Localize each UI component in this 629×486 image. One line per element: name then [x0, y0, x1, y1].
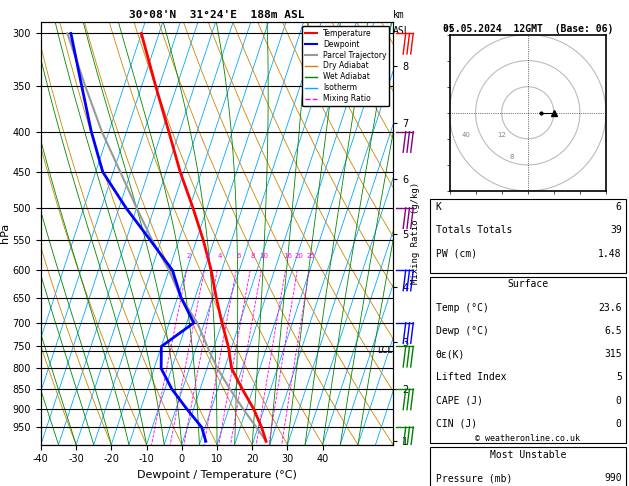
Text: Most Unstable: Most Unstable [489, 450, 566, 460]
Text: kt: kt [443, 24, 454, 34]
Text: 23.6: 23.6 [598, 303, 621, 312]
Bar [430, 199, 626, 273]
Text: 1.48: 1.48 [598, 248, 621, 259]
Text: θε(K): θε(K) [436, 349, 465, 359]
Text: Totals Totals: Totals Totals [436, 225, 512, 235]
Text: PW (cm): PW (cm) [436, 248, 477, 259]
Text: 5: 5 [616, 372, 621, 382]
Bar [430, 277, 626, 443]
Text: LCL: LCL [377, 347, 392, 355]
Text: 990: 990 [604, 473, 621, 483]
Text: 0: 0 [616, 419, 621, 429]
Y-axis label: hPa: hPa [0, 223, 10, 243]
Text: 6.5: 6.5 [604, 326, 621, 336]
Title: 30°08'N  31°24'E  188m ASL: 30°08'N 31°24'E 188m ASL [129, 10, 305, 20]
Text: 16: 16 [283, 253, 292, 259]
Text: 20: 20 [295, 253, 304, 259]
Text: 39: 39 [610, 225, 621, 235]
Text: 0: 0 [616, 396, 621, 406]
X-axis label: Dewpoint / Temperature (°C): Dewpoint / Temperature (°C) [137, 470, 297, 480]
Text: CAPE (J): CAPE (J) [436, 396, 482, 406]
Text: 12: 12 [498, 132, 506, 138]
Bar [430, 447, 626, 486]
Text: 3: 3 [204, 253, 209, 259]
Text: © weatheronline.co.uk: © weatheronline.co.uk [476, 434, 580, 443]
Text: 8: 8 [509, 154, 514, 160]
Text: Dewp (°C): Dewp (°C) [436, 326, 489, 336]
Text: 25: 25 [307, 253, 316, 259]
Text: 6: 6 [237, 253, 241, 259]
Text: 10: 10 [259, 253, 268, 259]
Text: Lifted Index: Lifted Index [436, 372, 506, 382]
Text: 05.05.2024  12GMT  (Base: 06): 05.05.2024 12GMT (Base: 06) [443, 24, 613, 34]
Text: ASL: ASL [393, 26, 411, 36]
Text: 8: 8 [250, 253, 255, 259]
Text: 315: 315 [604, 349, 621, 359]
Text: Temp (°C): Temp (°C) [436, 303, 489, 312]
Text: 2: 2 [187, 253, 191, 259]
Text: CIN (J): CIN (J) [436, 419, 477, 429]
Text: Pressure (mb): Pressure (mb) [436, 473, 512, 483]
Text: Surface: Surface [507, 279, 548, 289]
Text: K: K [436, 202, 442, 212]
Text: 4: 4 [218, 253, 222, 259]
Text: 40: 40 [462, 132, 471, 138]
Text: km: km [393, 10, 405, 20]
Legend: Temperature, Dewpoint, Parcel Trajectory, Dry Adiabat, Wet Adiabat, Isotherm, Mi: Temperature, Dewpoint, Parcel Trajectory… [302, 26, 389, 106]
Text: Mixing Ratio (g/kg): Mixing Ratio (g/kg) [411, 182, 420, 284]
Text: 6: 6 [616, 202, 621, 212]
